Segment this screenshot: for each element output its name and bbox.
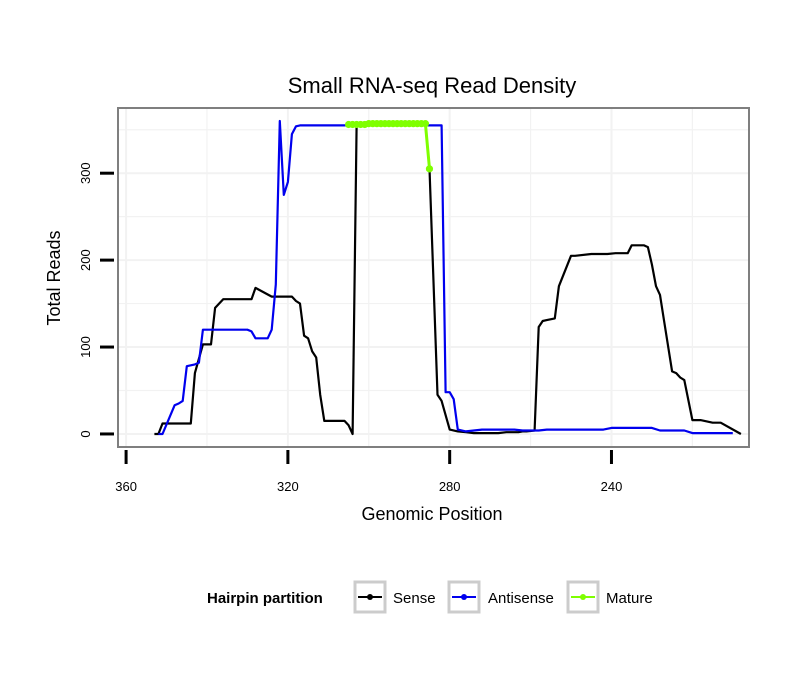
legend-label: Antisense [488, 590, 554, 607]
y-tick-label: 0 [78, 430, 93, 437]
legend-item-mature: Mature [566, 580, 653, 614]
legend-key-point [580, 594, 586, 600]
series-lines [154, 119, 742, 436]
legend-key-point [367, 594, 373, 600]
y-tick-label: 200 [78, 249, 93, 271]
legend: Hairpin partition Sense Antisense Mature [207, 580, 653, 614]
panel-border [117, 107, 750, 448]
legend-item-antisense: Antisense [447, 580, 554, 614]
chart-title: Small RNA-seq Read Density [288, 73, 577, 98]
axes: 360 320 280 240 0 100 200 300 [78, 162, 622, 494]
legend-item-sense: Sense [353, 580, 436, 614]
x-tick-label: 320 [277, 479, 299, 494]
y-tick-label: 100 [78, 336, 93, 358]
x-axis-title: Genomic Position [361, 504, 502, 524]
y-axis-title: Total Reads [44, 230, 64, 325]
x-tick-label: 360 [115, 479, 137, 494]
legend-label: Sense [393, 590, 436, 607]
legend-label: Mature [606, 590, 653, 607]
mature-point [421, 120, 430, 128]
x-tick-label: 240 [601, 479, 623, 494]
y-tick-label: 300 [78, 162, 93, 184]
legend-key-point [461, 594, 467, 600]
mature-point [425, 165, 434, 173]
legend-title: Hairpin partition [207, 590, 323, 607]
x-tick-label: 280 [439, 479, 461, 494]
